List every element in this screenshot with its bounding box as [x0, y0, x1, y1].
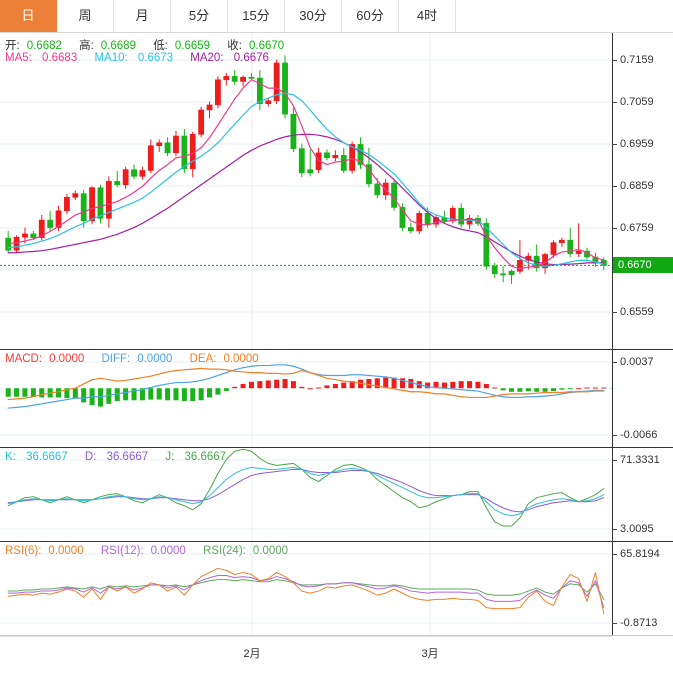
tab-15min[interactable]: 15分 — [228, 0, 285, 32]
tab-day[interactable]: 日 — [0, 0, 57, 32]
price-y-tick — [612, 60, 617, 61]
price-chart-panel[interactable]: 开: 0.6682 高: 0.6689 低: 0.6659 收: 0.6670 MA5:… — [0, 33, 673, 350]
kdj-y-tick — [612, 460, 617, 461]
time-axis-panel: 2月 3月 — [0, 636, 673, 675]
kdj-panel[interactable]: K: 36.6667 D: 36.6667 J: 36.6667 71.3331… — [0, 448, 673, 542]
period-tab-bar: 日 周 月 5分 15分 30分 60分 4时 — [0, 0, 673, 33]
price-y-tick — [612, 186, 617, 187]
tab-30min[interactable]: 30分 — [285, 0, 342, 32]
price-y-tick — [612, 228, 617, 229]
time-axis-top-rule — [0, 636, 612, 637]
price-y-tick — [612, 144, 617, 145]
tab-60min[interactable]: 60分 — [342, 0, 399, 32]
tab-week[interactable]: 周 — [57, 0, 114, 32]
macd-panel[interactable]: MACD: 0.0000 DIFF: 0.0000 DEA: 0.0000 0.003… — [0, 350, 673, 448]
last-price-badge: 0.6670 — [613, 257, 673, 274]
candlestick-plot — [0, 33, 612, 349]
price-axis-line — [612, 33, 613, 349]
macd-y-tick — [612, 435, 617, 436]
rsi-y-tick — [612, 554, 617, 555]
rsi-y-tick — [612, 623, 617, 624]
rsi-panel[interactable]: RSI(6): 0.0000 RSI(12): 0.0000 RSI(24): 0.0… — [0, 542, 673, 636]
time-axis-label: 3月 — [421, 648, 439, 660]
tab-5min[interactable]: 5分 — [171, 0, 228, 32]
macd-y-tick — [612, 362, 617, 363]
tab-4hour[interactable]: 4时 — [399, 0, 456, 32]
rsi-plot — [0, 542, 612, 635]
time-axis-label: 2月 — [243, 648, 261, 660]
macd-plot — [0, 350, 612, 447]
tab-bar-filler — [456, 0, 673, 32]
kdj-plot — [0, 448, 612, 541]
rsi-axis-line — [612, 542, 613, 635]
kdj-y-tick — [612, 529, 617, 530]
price-y-tick — [612, 102, 617, 103]
macd-axis-line — [612, 350, 613, 447]
price-y-tick — [612, 312, 617, 313]
kdj-axis-line — [612, 448, 613, 541]
tab-month[interactable]: 月 — [114, 0, 171, 32]
